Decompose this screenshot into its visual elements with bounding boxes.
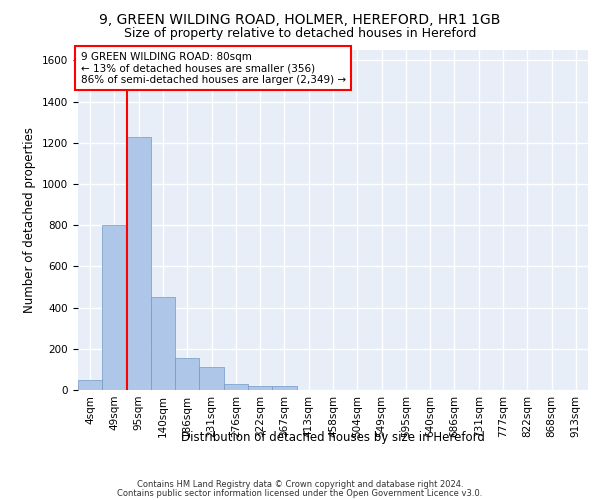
Text: 9 GREEN WILDING ROAD: 80sqm
← 13% of detached houses are smaller (356)
86% of se: 9 GREEN WILDING ROAD: 80sqm ← 13% of det… [80,52,346,85]
Bar [102,225,127,390]
Text: Distribution of detached houses by size in Hereford: Distribution of detached houses by size … [181,431,485,444]
Bar [272,386,296,390]
Text: Contains HM Land Registry data © Crown copyright and database right 2024.: Contains HM Land Registry data © Crown c… [137,480,463,489]
Text: Size of property relative to detached houses in Hereford: Size of property relative to detached ho… [124,28,476,40]
Bar [151,298,175,390]
Text: 9, GREEN WILDING ROAD, HOLMER, HEREFORD, HR1 1GB: 9, GREEN WILDING ROAD, HOLMER, HEREFORD,… [100,12,500,26]
Y-axis label: Number of detached properties: Number of detached properties [23,127,37,313]
Bar [127,136,151,390]
Bar [199,368,224,390]
Text: Contains public sector information licensed under the Open Government Licence v3: Contains public sector information licen… [118,488,482,498]
Bar [248,386,272,390]
Bar [224,384,248,390]
Bar [175,358,199,390]
Bar [78,380,102,390]
